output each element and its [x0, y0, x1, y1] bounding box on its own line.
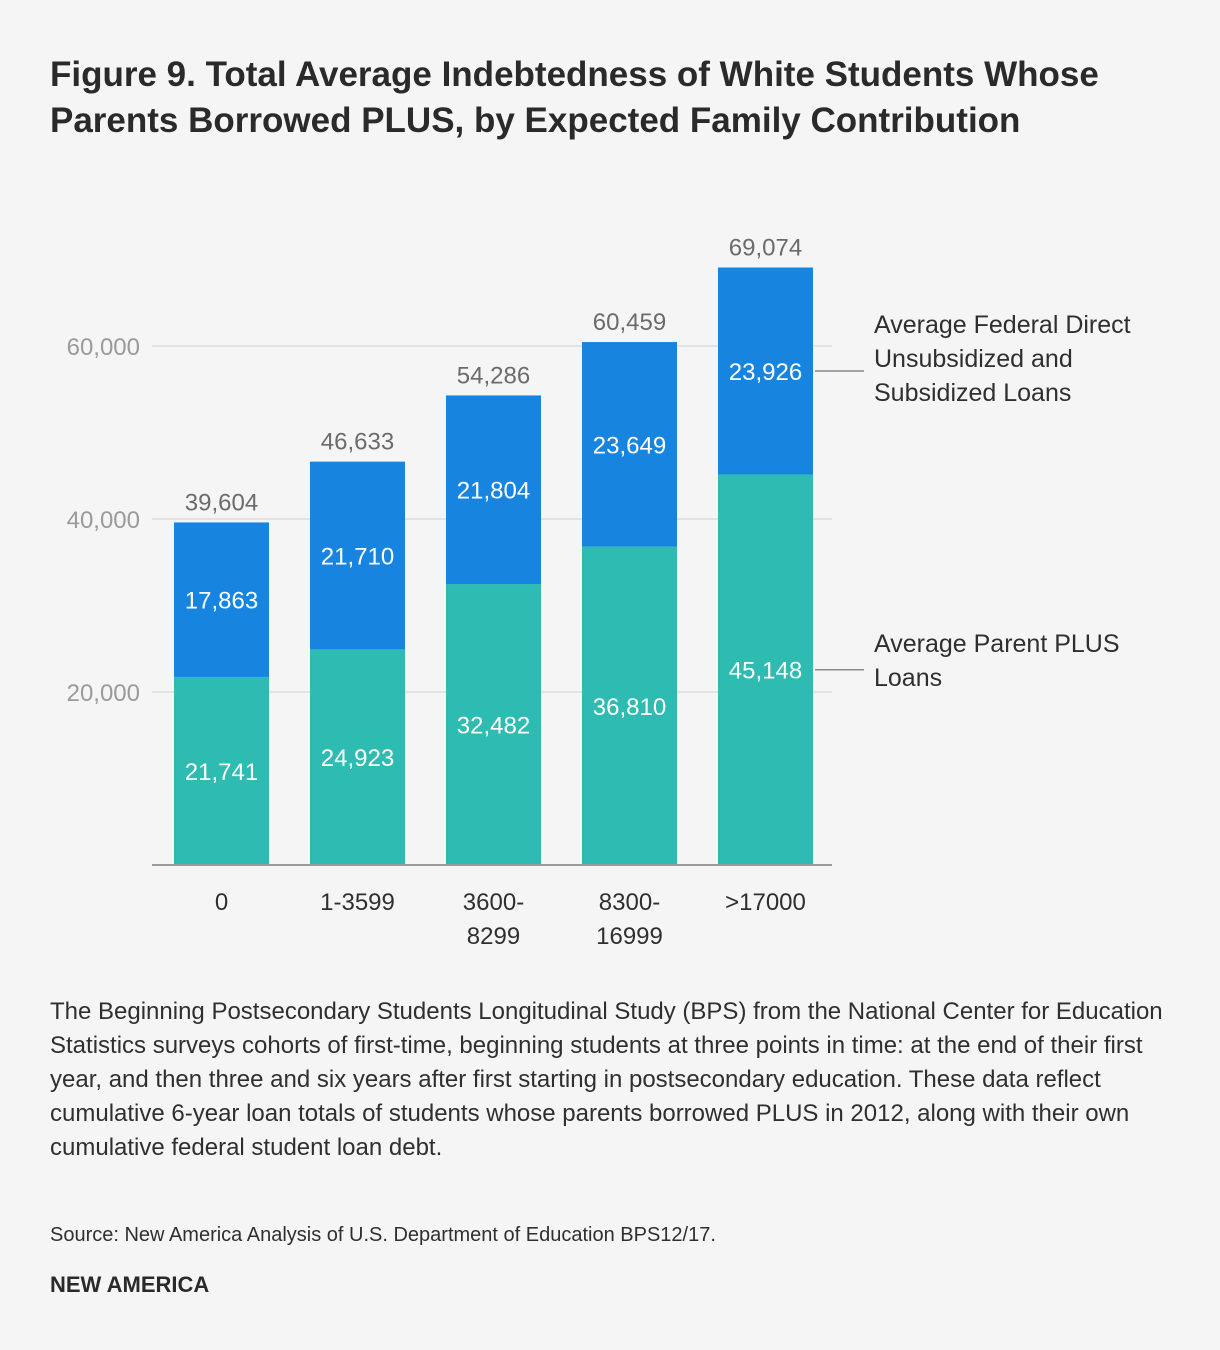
bar-parent-plus	[582, 546, 677, 865]
legend-label-federal-loans: Subsidized Loans	[874, 379, 1071, 407]
data-label-parent-plus: 45,148	[729, 658, 802, 685]
x-tick-label: 0	[215, 889, 228, 916]
data-label-federal-loans: 23,926	[729, 359, 802, 386]
bar-parent-plus	[174, 676, 269, 865]
x-tick-label: 16999	[596, 923, 663, 950]
stacked-bar-chart: 20,000 40,000 60,000 21,741 17,863 39,604 0 24,…	[67, 235, 1131, 950]
bar-parent-plus	[446, 584, 541, 865]
y-tick-label: 60,000	[67, 334, 140, 361]
legend-label-federal-loans: Average Federal Direct	[874, 311, 1131, 339]
bar-federal-loans	[174, 522, 269, 677]
data-label-total: 46,633	[321, 429, 394, 456]
data-label-parent-plus: 32,482	[457, 713, 530, 740]
data-label-total: 69,074	[729, 235, 802, 262]
x-tick-label: 8299	[467, 923, 520, 950]
y-tick-label: 20,000	[67, 680, 140, 707]
chart-description: The Beginning Postsecondary Students Lon…	[50, 998, 1163, 1161]
bar-federal-loans	[446, 395, 541, 585]
data-label-total: 54,286	[457, 362, 530, 389]
x-tick-label: 8300-	[599, 889, 660, 916]
bar-federal-loans	[310, 461, 405, 650]
data-label-parent-plus: 24,923	[321, 745, 394, 772]
data-label-total: 60,459	[593, 309, 666, 336]
data-label-parent-plus: 36,810	[593, 694, 666, 721]
legend-label-parent-plus: Loans	[874, 664, 942, 692]
source-note: Source: New America Analysis of U.S. Dep…	[50, 1224, 716, 1246]
x-tick-label: 3600-	[463, 889, 524, 916]
legend-label-federal-loans: Unsubsidized and	[874, 345, 1073, 373]
bar-parent-plus	[310, 649, 405, 865]
data-label-federal-loans: 21,710	[321, 544, 394, 571]
bar-federal-loans	[718, 267, 813, 475]
x-tick-label: 1-3599	[320, 889, 395, 916]
x-tick-label: >17000	[725, 889, 806, 916]
data-label-total: 39,604	[185, 489, 258, 516]
bar-federal-loans	[582, 342, 677, 547]
legend-label-parent-plus: Average Parent PLUS	[874, 630, 1120, 658]
data-label-federal-loans: 17,863	[185, 588, 258, 615]
chart-title: Figure 9. Total Average Indebtedness of …	[50, 55, 1099, 140]
bar-parent-plus	[718, 474, 813, 865]
data-label-federal-loans: 23,649	[593, 432, 666, 459]
data-label-parent-plus: 21,741	[185, 759, 258, 786]
y-tick-label: 40,000	[67, 507, 140, 534]
data-label-federal-loans: 21,804	[457, 478, 530, 505]
brand-logo-text: NEW AMERICA	[50, 1272, 210, 1297]
